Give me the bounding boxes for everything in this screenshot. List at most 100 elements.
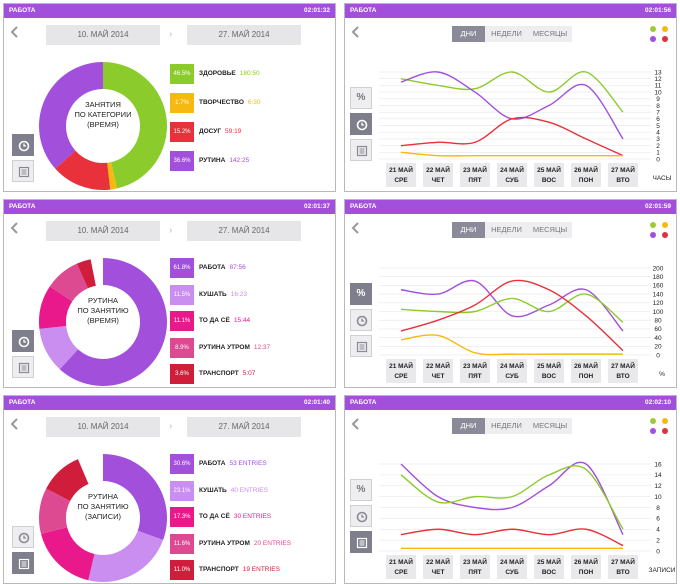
- donut-center-line: (ЗАПИСИ): [84, 512, 122, 521]
- date-to-button[interactable]: 27. МАЙ 2014: [187, 417, 301, 437]
- donut-slice[interactable]: [107, 162, 117, 190]
- series-line[interactable]: [400, 334, 624, 356]
- donut-slice[interactable]: [103, 62, 167, 189]
- series-line[interactable]: [400, 71, 624, 113]
- day-date: 24 МАЙ: [500, 557, 524, 566]
- date-from-button[interactable]: 10. МАЙ 2014: [46, 221, 160, 241]
- series-line[interactable]: [400, 279, 624, 352]
- day-label-box: [534, 359, 564, 383]
- donut-slice[interactable]: [39, 488, 71, 534]
- line-chart-panel: РАБОТА 02:02:10 ДНИ НЕДЕЛИ МЕСЯЦЫ% 0 2 4 6 8 10 12 1…: [344, 395, 677, 584]
- percent-view-button[interactable]: %: [350, 87, 372, 109]
- y-tick-label: 0: [656, 548, 660, 555]
- series-line[interactable]: [400, 151, 623, 157]
- clock-view-button[interactable]: [12, 134, 34, 156]
- donut-slice[interactable]: [39, 325, 79, 370]
- clock-view-button[interactable]: [12, 330, 34, 352]
- day-date: 21 МАЙ: [389, 557, 413, 566]
- back-chevron-icon[interactable]: [10, 417, 20, 430]
- legend-label: ДОСУГ: [199, 128, 222, 135]
- legend-value: 180:50: [239, 70, 260, 77]
- day-label[interactable]: 21 МАЙ СРЕ: [386, 359, 416, 383]
- back-chevron-icon[interactable]: [351, 417, 361, 430]
- day-label[interactable]: 26 МАЙ ПОН: [571, 555, 601, 579]
- day-label[interactable]: 24 МАЙ СУБ: [497, 163, 527, 187]
- donut-slice[interactable]: [39, 286, 73, 329]
- day-date: 23 МАЙ: [463, 361, 487, 370]
- donut-slice[interactable]: [39, 62, 103, 169]
- donut-chart: [39, 62, 167, 190]
- series-line[interactable]: [400, 528, 624, 547]
- donut-slice[interactable]: [103, 454, 167, 541]
- day-label[interactable]: 22 МАЙ ЧЕТ: [423, 359, 453, 383]
- list-view-button[interactable]: [12, 356, 34, 378]
- back-chevron-icon[interactable]: [351, 221, 361, 234]
- donut-slice[interactable]: [49, 263, 88, 302]
- series-line[interactable]: [400, 116, 624, 157]
- donut-slice[interactable]: [76, 259, 96, 289]
- list-view-button[interactable]: [350, 531, 372, 553]
- day-label[interactable]: 23 МАЙ ПЯТ: [460, 555, 490, 579]
- day-label[interactable]: 24 МАЙ СУБ: [497, 555, 527, 579]
- list-view-button[interactable]: [350, 335, 372, 357]
- back-chevron-icon[interactable]: [10, 221, 20, 234]
- y-axis-unit: ЗАПИСИ: [649, 567, 675, 574]
- day-label[interactable]: 25 МАЙ ВОС: [534, 163, 564, 187]
- range-tab[interactable]: НЕДЕЛИ: [485, 222, 528, 238]
- day-weekday: ВОС: [542, 569, 557, 576]
- date-from-button[interactable]: 10. МАЙ 2014: [46, 417, 160, 437]
- legend-label: ЗДОРОВЬЕ: [199, 70, 236, 77]
- day-label[interactable]: 25 МАЙ ВОС: [534, 555, 564, 579]
- date-to-button[interactable]: 27. МАЙ 2014: [187, 25, 301, 45]
- day-label[interactable]: 21 МАЙ СРЕ: [386, 163, 416, 187]
- donut-slice[interactable]: [88, 530, 164, 582]
- donut-center-label: ЗАНЯТИЯ ПО КАТЕГОРИИ (ВРЕМЯ): [60, 100, 146, 130]
- day-label[interactable]: 22 МАЙ ЧЕТ: [423, 163, 453, 187]
- day-label[interactable]: 26 МАЙ ПОН: [571, 163, 601, 187]
- day-label[interactable]: 25 МАЙ ВОС: [534, 359, 564, 383]
- clock-view-button[interactable]: [12, 526, 34, 548]
- range-tab[interactable]: МЕСЯЦЫ: [528, 222, 572, 238]
- donut-slice[interactable]: [41, 527, 95, 581]
- panel-header: РАБОТА 02:01:32: [4, 4, 335, 18]
- day-label-box: [497, 359, 527, 383]
- list-view-button[interactable]: [350, 139, 372, 161]
- day-label[interactable]: 22 МАЙ ЧЕТ: [423, 555, 453, 579]
- day-label[interactable]: 23 МАЙ ПЯТ: [460, 163, 490, 187]
- day-label[interactable]: 27 МАЙ ВТО: [608, 359, 638, 383]
- day-label[interactable]: 23 МАЙ ПЯТ: [460, 359, 490, 383]
- range-tab[interactable]: ДНИ: [452, 26, 485, 42]
- day-label[interactable]: 27 МАЙ ВТО: [608, 163, 638, 187]
- back-chevron-icon[interactable]: [351, 25, 361, 38]
- range-tab[interactable]: МЕСЯЦЫ: [528, 418, 572, 434]
- date-from-button[interactable]: 10. МАЙ 2014: [46, 25, 160, 45]
- clock-view-button[interactable]: [350, 505, 372, 527]
- clock-view-button[interactable]: [350, 113, 372, 135]
- legend-value: 59:19: [225, 128, 242, 135]
- donut-slice[interactable]: [59, 258, 167, 386]
- date-to-button[interactable]: 27. МАЙ 2014: [187, 221, 301, 241]
- donut-slice[interactable]: [46, 459, 89, 501]
- day-label[interactable]: 26 МАЙ ПОН: [571, 359, 601, 383]
- range-tab[interactable]: НЕДЕЛИ: [485, 418, 528, 434]
- day-weekday: ПЯТ: [468, 373, 481, 380]
- series-line[interactable]: [400, 293, 624, 323]
- clock-view-button[interactable]: [350, 309, 372, 331]
- series-line[interactable]: [400, 279, 624, 332]
- day-label[interactable]: 24 МАЙ СУБ: [497, 359, 527, 383]
- day-label[interactable]: 21 МАЙ СРЕ: [386, 555, 416, 579]
- percent-view-button[interactable]: %: [350, 283, 372, 305]
- series-line[interactable]: [400, 461, 624, 536]
- donut-slice[interactable]: [55, 150, 111, 190]
- range-tab[interactable]: МЕСЯЦЫ: [528, 26, 572, 42]
- series-line[interactable]: [400, 465, 624, 530]
- day-weekday: ЧЕТ: [432, 373, 445, 380]
- back-chevron-icon[interactable]: [10, 25, 20, 38]
- list-view-button[interactable]: [12, 552, 34, 574]
- list-view-button[interactable]: [12, 160, 34, 182]
- day-label[interactable]: 27 МАЙ ВТО: [608, 555, 638, 579]
- range-tab[interactable]: ДНИ: [452, 418, 485, 434]
- percent-view-button[interactable]: %: [350, 479, 372, 501]
- range-tab[interactable]: ДНИ: [452, 222, 485, 238]
- range-tab[interactable]: НЕДЕЛИ: [485, 26, 528, 42]
